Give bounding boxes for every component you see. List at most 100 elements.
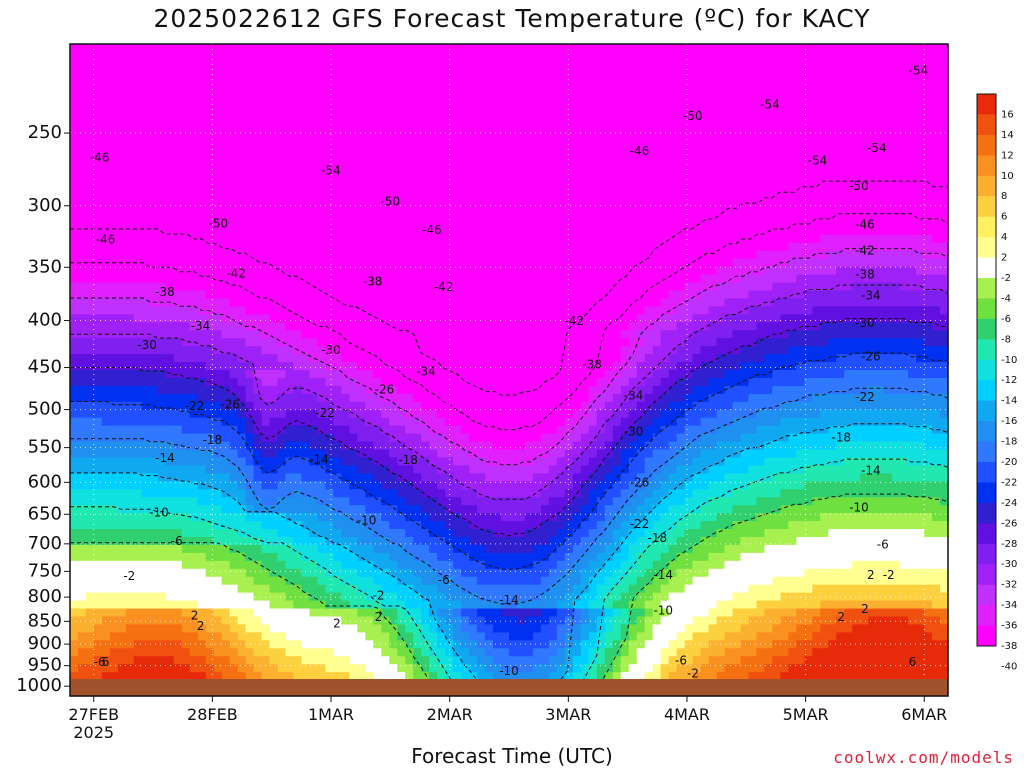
field-cell bbox=[253, 576, 263, 586]
field-cell bbox=[405, 616, 414, 626]
field-cell bbox=[205, 536, 215, 546]
field-cell bbox=[333, 544, 342, 554]
field-cell bbox=[101, 298, 111, 307]
field-cell bbox=[461, 425, 470, 435]
field-cell bbox=[405, 179, 414, 188]
field-cell bbox=[189, 377, 199, 387]
field-cell bbox=[341, 226, 350, 236]
field-cell bbox=[357, 234, 366, 244]
field-cell bbox=[540, 584, 550, 594]
field-cell bbox=[437, 592, 446, 602]
field-cell bbox=[221, 242, 231, 252]
field-cell bbox=[93, 370, 103, 379]
field-cell bbox=[477, 203, 486, 212]
field-cell bbox=[453, 672, 462, 681]
field-cell bbox=[405, 481, 414, 490]
field-cell bbox=[373, 544, 382, 554]
field-cell bbox=[181, 656, 191, 665]
field-cell bbox=[77, 521, 87, 530]
field-cell bbox=[341, 632, 350, 641]
field-cell bbox=[221, 282, 231, 292]
field-cell bbox=[405, 370, 414, 379]
field-cell bbox=[277, 282, 287, 292]
field-cell bbox=[516, 552, 526, 562]
field-cell bbox=[405, 338, 414, 347]
field-cell bbox=[516, 513, 526, 522]
field-cell bbox=[101, 377, 111, 387]
field-cell bbox=[229, 377, 239, 387]
field-cell bbox=[173, 75, 183, 85]
field-cell bbox=[197, 346, 207, 355]
field-cell bbox=[221, 568, 231, 578]
field-cell bbox=[237, 131, 247, 141]
field-cell bbox=[157, 449, 167, 459]
field-cell bbox=[213, 51, 223, 61]
field-cell bbox=[133, 131, 143, 141]
field-cell bbox=[101, 83, 111, 93]
field-cell bbox=[70, 608, 79, 618]
field-cell bbox=[93, 195, 103, 204]
field-cell bbox=[141, 552, 151, 562]
field-cell bbox=[421, 115, 430, 125]
field-cell bbox=[341, 338, 350, 347]
field-cell bbox=[333, 346, 342, 355]
field-cell bbox=[309, 139, 319, 148]
field-cell bbox=[421, 59, 430, 69]
field-cell bbox=[477, 346, 486, 355]
field-cell bbox=[389, 370, 398, 379]
field-cell bbox=[317, 266, 327, 276]
field-cell bbox=[333, 489, 342, 498]
field-cell bbox=[125, 385, 135, 395]
field-cell bbox=[269, 314, 279, 323]
field-cell bbox=[165, 664, 175, 673]
field-cell bbox=[469, 584, 478, 594]
field-cell bbox=[333, 91, 342, 101]
field-cell bbox=[141, 147, 151, 156]
field-cell bbox=[341, 529, 350, 538]
field-cell bbox=[524, 370, 534, 379]
field-cell bbox=[501, 608, 510, 618]
field-cell bbox=[501, 75, 510, 85]
field-cell bbox=[70, 234, 79, 244]
field-cell bbox=[245, 75, 255, 85]
field-cell bbox=[349, 187, 358, 196]
field-cell bbox=[269, 497, 279, 506]
field-cell bbox=[229, 314, 239, 323]
field-cell bbox=[413, 600, 422, 610]
field-cell bbox=[269, 441, 279, 451]
field-cell bbox=[261, 115, 271, 125]
field-cell bbox=[181, 354, 191, 363]
field-cell bbox=[277, 409, 287, 419]
field-cell bbox=[229, 115, 239, 125]
field-cell bbox=[141, 385, 151, 395]
field-cell bbox=[269, 59, 279, 69]
field-cell bbox=[485, 338, 494, 347]
field-cell bbox=[548, 266, 558, 276]
field-cell bbox=[397, 59, 406, 69]
field-cell bbox=[77, 210, 87, 220]
field-cell bbox=[197, 354, 207, 363]
field-cell bbox=[237, 258, 247, 268]
field-cell bbox=[509, 489, 518, 498]
field-cell bbox=[357, 44, 366, 53]
field-cell bbox=[261, 632, 271, 641]
field-cell bbox=[524, 67, 534, 77]
field-cell bbox=[532, 377, 542, 387]
field-cell bbox=[389, 99, 398, 109]
field-cell bbox=[133, 664, 143, 673]
field-cell bbox=[365, 354, 374, 363]
field-cell bbox=[469, 99, 478, 109]
field-cell bbox=[109, 576, 119, 586]
field-cell bbox=[333, 640, 342, 649]
field-cell bbox=[381, 195, 390, 204]
field-cell bbox=[524, 377, 534, 387]
field-cell bbox=[453, 465, 462, 474]
field-cell bbox=[293, 417, 303, 427]
field-cell bbox=[341, 139, 350, 148]
field-cell bbox=[373, 115, 382, 125]
field-cell bbox=[253, 473, 263, 482]
field-cell bbox=[173, 67, 183, 77]
field-cell bbox=[548, 409, 558, 419]
field-cell bbox=[197, 226, 207, 236]
field-cell bbox=[461, 266, 470, 276]
